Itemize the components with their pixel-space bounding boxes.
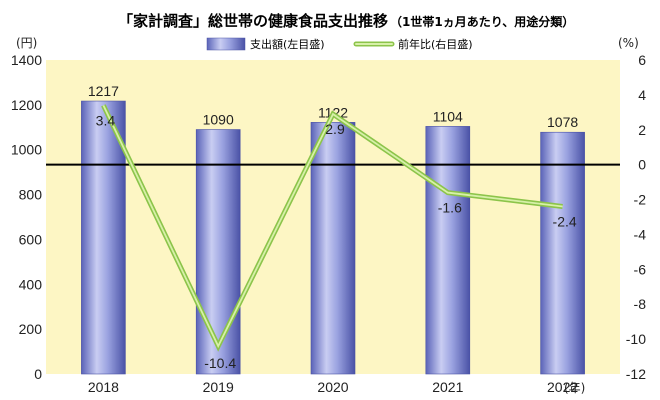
- x-tick-label: 2021: [432, 379, 463, 395]
- right-tick-label: -10: [626, 331, 646, 347]
- x-axis: 2018 2019 2020 2021 2022: [88, 379, 579, 395]
- right-axis: 6 4 2 0 -2 -4 -6 -8 -10 -12: [626, 52, 646, 382]
- line-value-label: -1.6: [438, 200, 462, 216]
- line-value-label: -2.4: [553, 214, 577, 230]
- bar-value-label: 1104: [433, 108, 463, 124]
- legend: 支出額(左目盛) 前年比(右目盛): [206, 37, 473, 51]
- right-tick-label: -12: [626, 366, 646, 382]
- left-tick-label: 0: [34, 366, 42, 382]
- bar-value-label: 1090: [203, 112, 234, 128]
- left-tick-label: 800: [19, 187, 43, 203]
- x-tick-label: 2020: [317, 379, 348, 395]
- bar: [540, 131, 585, 375]
- line-series: 3.4 -10.4 2.9 -1.6 -2.4: [96, 104, 577, 371]
- line-value-label: 2.9: [325, 121, 345, 137]
- x-tick-label: 2022: [547, 379, 578, 395]
- right-axis-unit: (%): [618, 36, 639, 50]
- bar-value-label: 1078: [547, 114, 578, 130]
- bar: [425, 126, 471, 375]
- legend-line-label: 前年比(右目盛): [398, 37, 473, 51]
- left-axis-unit: (円): [16, 36, 37, 50]
- line-path-highlight: [102, 104, 563, 349]
- bar: [310, 122, 356, 375]
- chart-subtitle: （1世帯1ヵ月あたり、用途分類）: [390, 14, 574, 29]
- right-tick-label: -2: [634, 192, 647, 208]
- right-tick-label: -8: [634, 296, 647, 312]
- bar: [81, 100, 126, 375]
- right-tick-label: -6: [634, 261, 647, 277]
- x-axis-unit: (年): [564, 381, 585, 395]
- right-tick-label: -4: [634, 226, 647, 242]
- left-tick-label: 1400: [11, 52, 42, 68]
- left-tick-label: 200: [19, 321, 43, 337]
- left-tick-label: 400: [19, 276, 43, 292]
- right-tick-label: 0: [638, 157, 646, 173]
- legend-bar-swatch: [206, 37, 246, 51]
- line-value-label: -10.4: [204, 355, 236, 371]
- bar: [195, 129, 241, 375]
- line-value-label: 3.4: [96, 112, 116, 128]
- left-tick-label: 600: [19, 231, 43, 247]
- legend-bar-label: 支出額(左目盛): [250, 37, 325, 51]
- left-tick-label: 1200: [11, 97, 42, 113]
- left-tick-label: 1000: [11, 142, 42, 158]
- x-tick-label: 2018: [88, 379, 119, 395]
- chart-title: 「家計調査」総世帯の健康食品支出推移: [118, 12, 388, 30]
- bar-value-label: 1217: [88, 83, 119, 99]
- left-axis: 0 200 400 600 800 1000 1200 1400: [11, 52, 42, 382]
- right-tick-label: 6: [638, 52, 646, 68]
- x-tick-label: 2019: [203, 379, 234, 395]
- right-tick-label: 2: [638, 122, 646, 138]
- right-tick-label: 4: [638, 87, 646, 103]
